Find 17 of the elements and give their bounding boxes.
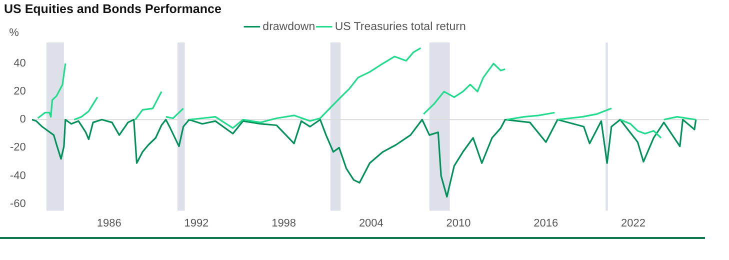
x-tick-label: 1986 — [96, 217, 122, 230]
x-tick-label: 2016 — [534, 217, 558, 230]
x-tick-label: 1998 — [272, 217, 296, 230]
legend-label: drawdown — [262, 20, 316, 33]
y-tick-label: 20 — [14, 86, 26, 98]
y-tick-label: -20 — [10, 142, 26, 154]
legend-label: US Treasuries total return — [334, 20, 466, 33]
y-axis-title: % — [9, 27, 20, 40]
x-tick-label: 1992 — [184, 217, 209, 230]
chart-title: US Equities and Bonds Performance — [4, 2, 222, 16]
x-tick-label: 2010 — [446, 217, 471, 230]
y-tick-label: 40 — [14, 58, 26, 70]
y-tick-label: 0 — [20, 114, 26, 126]
y-tick-label: -40 — [10, 170, 26, 182]
x-tick-label: 2022 — [621, 217, 646, 230]
y-tick-label: -60 — [10, 198, 26, 210]
x-tick-label: 2004 — [358, 217, 384, 230]
